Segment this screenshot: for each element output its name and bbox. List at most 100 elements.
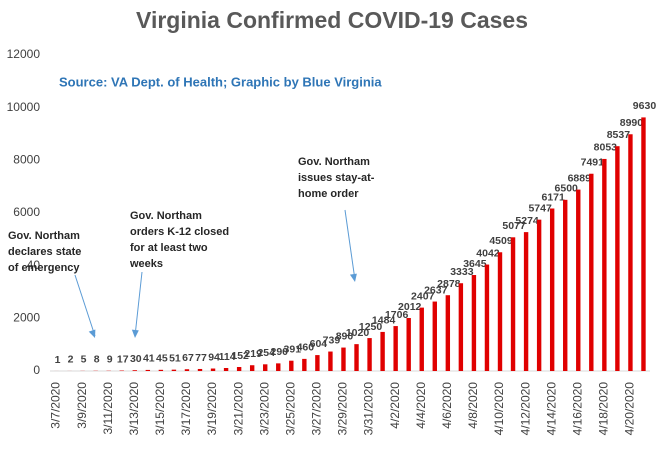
arrow-head: [131, 329, 139, 338]
data-label: 77: [195, 352, 207, 364]
data-label: 2407: [411, 290, 435, 302]
bar: [641, 117, 646, 371]
bar: [628, 134, 633, 371]
bar: [302, 358, 307, 371]
data-label: 94: [208, 351, 220, 363]
data-label: 1484: [372, 315, 396, 327]
bar: [484, 264, 490, 371]
data-label: 152: [231, 350, 249, 362]
bar: [563, 199, 568, 371]
bar: [380, 331, 385, 371]
data-label: 604: [310, 338, 328, 350]
x-tick-label: 4/8/2020: [466, 382, 480, 429]
data-label: 41: [143, 353, 155, 365]
data-label: 1706: [385, 309, 409, 321]
data-label: 8537: [607, 129, 631, 141]
chart-subtitle: Source: VA Dept. of Health; Graphic by B…: [59, 74, 382, 89]
annotation-arrow: [134, 271, 143, 337]
data-label: 1020: [346, 327, 370, 339]
y-tick-label: 0: [33, 363, 40, 377]
data-label: 9: [107, 354, 113, 366]
bar: [276, 363, 281, 371]
data-label: 67: [182, 352, 194, 364]
bar: [249, 365, 255, 371]
data-label: 890: [336, 330, 354, 342]
bar: [197, 368, 203, 371]
data-label: 2: [68, 354, 74, 366]
data-label: 1250: [359, 321, 383, 333]
data-label: 7491: [581, 157, 605, 169]
arrow-head: [88, 329, 96, 338]
y-tick-label: 8000: [13, 153, 40, 167]
annotation: home order: [298, 188, 359, 200]
annotation: issues stay-at-: [298, 172, 375, 184]
bar: [236, 366, 242, 371]
data-label: 1: [55, 354, 61, 366]
data-label: 391: [284, 343, 302, 355]
data-label: 5077: [502, 220, 526, 232]
annotation: Gov. Northam: [130, 210, 202, 222]
x-tick-label: 4/18/2020: [597, 382, 611, 436]
data-label: 2012: [398, 301, 422, 313]
data-label: 8: [94, 354, 100, 366]
annotation-arrow: [344, 209, 356, 281]
data-label: 6889: [568, 172, 592, 184]
bar: [171, 369, 177, 371]
x-tick-label: 3/19/2020: [205, 382, 219, 436]
data-label: 30: [130, 353, 142, 365]
y-tick-label: 40: [27, 258, 41, 272]
bar: [589, 173, 594, 371]
data-label: 51: [169, 352, 181, 364]
x-tick-label: 4/16/2020: [570, 382, 584, 436]
data-label: 17: [117, 353, 129, 365]
data-label: 219: [244, 348, 262, 360]
data-label: 3645: [463, 258, 487, 270]
x-tick-label: 3/31/2020: [362, 382, 376, 436]
y-tick-label: 12000: [7, 47, 41, 61]
annotation-arrow: [74, 274, 96, 337]
annotation: Gov. Northam: [8, 230, 80, 242]
bar: [315, 355, 320, 371]
bar: [458, 283, 464, 371]
x-tick-label: 4/10/2020: [492, 382, 506, 436]
data-label: 460: [297, 342, 315, 354]
bar: [471, 275, 477, 371]
data-label: 5: [81, 354, 87, 366]
y-tick-label: 6000: [13, 205, 40, 219]
x-tick-label: 3/27/2020: [310, 382, 324, 436]
x-tick-label: 4/20/2020: [623, 382, 637, 436]
bar: [445, 295, 451, 371]
data-label: 4509: [489, 235, 513, 247]
data-label: 9630: [633, 100, 657, 112]
bar: [497, 252, 503, 371]
y-tick-label: 10000: [7, 100, 41, 114]
annotation: weeks: [129, 258, 163, 270]
bar: [576, 189, 581, 371]
data-label: 290: [270, 346, 288, 358]
bar: [184, 369, 190, 371]
bar: [132, 370, 137, 371]
annotation: of emergency: [8, 262, 80, 274]
x-tick-label: 4/14/2020: [544, 382, 558, 436]
data-label: 6171: [541, 191, 565, 203]
bar: [510, 237, 516, 371]
data-label: 114: [219, 351, 236, 363]
bar: [289, 360, 294, 371]
x-tick-label: 3/7/2020: [49, 382, 63, 429]
bar: [406, 318, 411, 371]
bar: [602, 158, 607, 371]
bar: [432, 301, 437, 371]
data-label: 6500: [555, 183, 579, 195]
data-label: 4042: [476, 247, 500, 259]
bar: [419, 307, 424, 371]
annotation: declares state: [8, 246, 81, 258]
x-tick-label: 4/2/2020: [388, 382, 402, 429]
annotation: Gov. Northam: [298, 156, 370, 168]
x-tick-label: 3/11/2020: [101, 382, 115, 435]
bar: [549, 208, 555, 371]
x-tick-label: 3/9/2020: [75, 382, 89, 429]
x-tick-label: 3/23/2020: [257, 382, 271, 436]
bar: [341, 347, 346, 371]
x-tick-label: 3/21/2020: [231, 382, 245, 436]
